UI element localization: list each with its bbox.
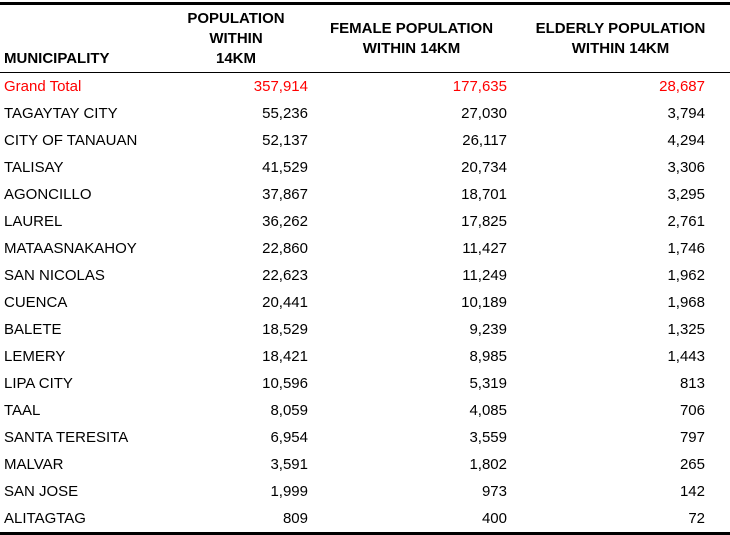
female-population-cell: 10,189: [461, 294, 507, 312]
table-row: CUENCA 20,441 10,189 1,968: [0, 289, 730, 316]
header-row: MUNICIPALITY POPULATION WITHIN 14KM FEMA…: [0, 3, 730, 74]
municipality-cell: LEMERY: [4, 348, 66, 366]
population-cell: 41,529: [262, 159, 308, 177]
elderly-population-cell: 1,325: [667, 321, 705, 339]
elderly-population-cell: 72: [688, 510, 705, 528]
population-cell: 3,591: [270, 456, 308, 474]
table-row: TAGAYTAY CITY 55,236 27,030 3,794: [0, 100, 730, 127]
female-population-cell: 4,085: [469, 402, 507, 420]
column-header-elderly-population-within-14km: ELDERLY POPULATION WITHIN 14KM: [511, 3, 730, 74]
municipality-cell: AGONCILLO: [4, 186, 92, 204]
female-population-cell: 3,559: [469, 429, 507, 447]
municipality-cell: LIPA CITY: [4, 375, 73, 393]
municipality-cell: TAAL: [4, 402, 41, 420]
elderly-population-cell: 813: [679, 375, 705, 393]
table-row: LIPA CITY 10,596 5,319 813: [0, 370, 730, 397]
elderly-population-cell: 1,968: [667, 294, 705, 312]
female-population-cell: 8,985: [469, 348, 507, 366]
column-header-population-within-14km: POPULATION WITHIN 14KM: [160, 3, 312, 74]
female-population-cell: 11,249: [462, 267, 507, 285]
population-cell: 8,059: [270, 402, 308, 420]
table-body: Grand Total 357,914 177,635 28,687 TAGAYTAY …: [0, 73, 730, 534]
female-population-cell: 18,701: [461, 186, 507, 204]
elderly-population-cell: 3,306: [667, 159, 705, 177]
population-cell: 36,262: [262, 213, 308, 231]
municipality-cell: MATAASNAKAHOY: [4, 240, 137, 258]
municipality-cell: ALITAGTAG: [4, 510, 86, 528]
table-row: BALETE 18,529 9,239 1,325: [0, 316, 730, 343]
table-row: ALITAGTAG 809 400 72: [0, 505, 730, 534]
female-population-cell: 11,427: [462, 240, 507, 258]
elderly-population-cell: 2,761: [667, 213, 705, 231]
population-cell: 18,529: [262, 321, 308, 339]
female-population-cell: 973: [481, 483, 507, 501]
female-population-cell: 1,802: [469, 456, 507, 474]
female-population-cell: 17,825: [461, 213, 507, 231]
female-population-cell: 177,635: [452, 78, 507, 96]
population-cell: 809: [282, 510, 308, 528]
population-cell: 1,999: [270, 483, 308, 501]
table-header: MUNICIPALITY POPULATION WITHIN 14KM FEMA…: [0, 3, 730, 74]
municipality-cell: SAN NICOLAS: [4, 267, 105, 285]
municipality-cell: CUENCA: [4, 294, 68, 312]
female-population-cell: 400: [481, 510, 507, 528]
table-row: MATAASNAKAHOY 22,860 11,427 1,746: [0, 235, 730, 262]
elderly-population-cell: 265: [679, 456, 705, 474]
elderly-population-cell: 142: [679, 483, 705, 501]
female-population-cell: 26,117: [462, 132, 507, 150]
municipality-cell: CITY OF TANAUAN: [4, 132, 138, 150]
table-row: CITY OF TANAUAN 52,137 26,117 4,294: [0, 127, 730, 154]
population-cell: 357,914: [253, 78, 308, 96]
column-header-female-population-within-14km: FEMALE POPULATION WITHIN 14KM: [312, 3, 511, 74]
table-row: TALISAY 41,529 20,734 3,306: [0, 154, 730, 181]
population-cell: 22,860: [262, 240, 308, 258]
municipality-cell: BALETE: [4, 321, 62, 339]
elderly-population-cell: 1,746: [667, 240, 705, 258]
elderly-population-cell: 28,687: [659, 78, 705, 96]
table-row: LAUREL 36,262 17,825 2,761: [0, 208, 730, 235]
table-row: TAAL 8,059 4,085 706: [0, 397, 730, 424]
elderly-population-cell: 1,962: [667, 267, 705, 285]
table-row: AGONCILLO 37,867 18,701 3,295: [0, 181, 730, 208]
municipality-cell: SAN JOSE: [4, 483, 79, 501]
column-header-municipality: MUNICIPALITY: [0, 3, 160, 74]
population-cell: 20,441: [262, 294, 308, 312]
population-cell: 18,421: [262, 348, 308, 366]
female-population-cell: 20,734: [461, 159, 507, 177]
elderly-population-cell: 3,794: [667, 105, 705, 123]
municipality-cell: TALISAY: [4, 159, 64, 177]
population-cell: 22,623: [262, 267, 308, 285]
table-row: SAN JOSE 1,999 973 142: [0, 478, 730, 505]
elderly-population-cell: 4,294: [667, 132, 705, 150]
population-cell: 55,236: [262, 105, 308, 123]
female-population-cell: 5,319: [469, 375, 507, 393]
municipality-cell: Grand Total: [4, 78, 82, 96]
elderly-population-cell: 706: [679, 402, 705, 420]
table-row: MALVAR 3,591 1,802 265: [0, 451, 730, 478]
municipality-cell: TAGAYTAY CITY: [4, 105, 118, 123]
municipality-cell: SANTA TERESITA: [4, 429, 129, 447]
table-row: SANTA TERESITA 6,954 3,559 797: [0, 424, 730, 451]
population-cell: 6,954: [270, 429, 308, 447]
population-cell: 37,867: [262, 186, 308, 204]
table-row: LEMERY 18,421 8,985 1,443: [0, 343, 730, 370]
elderly-population-cell: 797: [679, 429, 705, 447]
elderly-population-cell: 1,443: [667, 348, 705, 366]
municipality-cell: LAUREL: [4, 213, 63, 231]
table-row: SAN NICOLAS 22,623 11,249 1,962: [0, 262, 730, 289]
population-cell: 52,137: [262, 132, 308, 150]
municipality-cell: MALVAR: [4, 456, 64, 474]
elderly-population-cell: 3,295: [667, 186, 705, 204]
grand-total-row: Grand Total 357,914 177,635 28,687: [0, 73, 730, 101]
female-population-cell: 27,030: [461, 105, 507, 123]
population-cell: 10,596: [262, 375, 308, 393]
female-population-cell: 9,239: [469, 321, 507, 339]
